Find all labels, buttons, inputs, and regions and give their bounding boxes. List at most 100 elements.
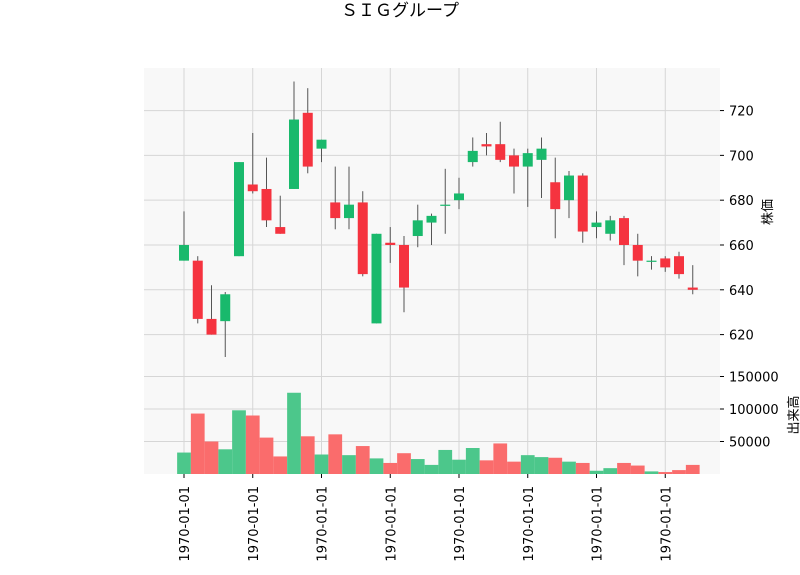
x-tick-label: 1970-01-01 bbox=[247, 486, 262, 562]
candle-up bbox=[522, 153, 533, 167]
volume-bar bbox=[232, 410, 246, 474]
price-y-ticks: 620 640 660 680 700 720 bbox=[720, 105, 754, 344]
volume-bar bbox=[177, 452, 191, 474]
x-tick-label: 1970-01-01 bbox=[384, 486, 399, 562]
volume-bars bbox=[177, 392, 700, 474]
volume-bar bbox=[397, 453, 411, 474]
volume-bar bbox=[204, 441, 219, 474]
price-axis-label: 株価 bbox=[761, 199, 776, 225]
volume-bar bbox=[672, 470, 686, 474]
candle-down bbox=[399, 244, 409, 288]
volume-bar bbox=[617, 462, 631, 474]
volume-bar bbox=[300, 436, 315, 474]
volume-y-ticks: 50000 100000 150000 bbox=[720, 371, 779, 451]
candle-down bbox=[206, 318, 217, 335]
volume-bar bbox=[438, 449, 453, 474]
price-tick-label: 700 bbox=[729, 149, 754, 164]
volume-bar bbox=[259, 437, 274, 474]
volume-bar bbox=[507, 461, 521, 474]
candle-down bbox=[577, 175, 588, 232]
candle-up bbox=[371, 233, 382, 324]
candle-down bbox=[550, 182, 561, 210]
candle-up bbox=[289, 119, 299, 189]
candle-up bbox=[344, 204, 354, 219]
price-tick-label: 720 bbox=[729, 105, 754, 120]
candle-down bbox=[687, 287, 698, 290]
candle-down bbox=[619, 218, 629, 245]
volume-bar bbox=[479, 460, 494, 474]
volume-bar bbox=[355, 446, 370, 474]
candle-up bbox=[646, 260, 657, 262]
volume-bar bbox=[452, 459, 466, 474]
candle-down bbox=[330, 202, 341, 219]
candle-down bbox=[357, 202, 368, 275]
volume-bar bbox=[287, 392, 301, 474]
candle-down bbox=[674, 256, 684, 275]
volume-bar bbox=[589, 470, 604, 474]
candle-down bbox=[275, 227, 286, 234]
candle-down bbox=[302, 112, 313, 167]
volume-bar bbox=[658, 472, 673, 474]
volume-bar bbox=[342, 455, 356, 474]
volume-bar bbox=[562, 461, 576, 474]
volume-bar bbox=[603, 468, 618, 474]
candle-up bbox=[440, 204, 451, 206]
price-tick-label: 620 bbox=[729, 329, 754, 344]
candle-down bbox=[509, 155, 519, 167]
x-tick-label: 1970-01-01 bbox=[316, 486, 331, 562]
candle-down bbox=[495, 144, 506, 160]
volume-bar bbox=[190, 413, 205, 474]
price-bodies bbox=[179, 112, 698, 335]
volume-bar bbox=[410, 459, 425, 474]
candle-down bbox=[632, 244, 643, 261]
candle-down bbox=[192, 260, 203, 319]
volume-bar bbox=[644, 471, 659, 474]
volume-bar bbox=[534, 457, 549, 474]
candle-up bbox=[412, 220, 423, 237]
volume-bar bbox=[369, 458, 384, 474]
candle-up bbox=[536, 148, 547, 160]
price-tick-label: 680 bbox=[729, 194, 754, 209]
volume-panel: 50000 100000 150000 出来高 bbox=[144, 357, 800, 474]
volume-bar bbox=[245, 415, 260, 474]
candle-up bbox=[179, 244, 189, 261]
x-axis-ticks: 1970-01-01 1970-01-01 1970-01-01 1970-01-01… bbox=[178, 474, 674, 562]
candle-up bbox=[564, 175, 574, 201]
volume-bar bbox=[465, 448, 480, 474]
volume-bar bbox=[493, 443, 508, 474]
candle-up bbox=[426, 215, 437, 223]
candle-up bbox=[605, 220, 616, 234]
volume-tick-label: 150000 bbox=[729, 371, 779, 386]
candle-down bbox=[247, 184, 258, 192]
price-tick-label: 660 bbox=[729, 239, 754, 254]
price-plot-background bbox=[144, 68, 720, 357]
candle-down bbox=[481, 144, 492, 147]
volume-tick-label: 100000 bbox=[729, 403, 779, 418]
x-tick-label: 1970-01-01 bbox=[659, 486, 674, 562]
volume-bar bbox=[218, 449, 233, 474]
volume-bar bbox=[548, 457, 563, 474]
volume-bar bbox=[383, 462, 398, 474]
candle-up bbox=[316, 139, 327, 149]
price-tick-label: 640 bbox=[729, 284, 754, 299]
volume-bar bbox=[424, 464, 439, 474]
volume-bar bbox=[328, 434, 343, 474]
volume-bar bbox=[685, 464, 700, 474]
candle-up bbox=[234, 162, 244, 257]
candle-down bbox=[660, 258, 671, 268]
candle-up bbox=[467, 150, 478, 163]
volume-tick-label: 50000 bbox=[729, 436, 770, 451]
candle-down bbox=[261, 188, 272, 221]
price-panel: 620 640 660 680 700 720 株価 bbox=[144, 68, 776, 360]
x-tick-label: 1970-01-01 bbox=[591, 486, 606, 562]
volume-bar bbox=[314, 454, 329, 474]
x-tick-label: 1970-01-01 bbox=[522, 486, 537, 562]
volume-bar bbox=[520, 455, 535, 474]
volume-bar bbox=[273, 456, 288, 474]
candle-up bbox=[591, 222, 602, 228]
chart-title: ＳＩＧグループ bbox=[341, 1, 459, 21]
volume-bar bbox=[630, 465, 645, 474]
candle-down bbox=[385, 242, 396, 245]
candle-up bbox=[454, 193, 464, 201]
